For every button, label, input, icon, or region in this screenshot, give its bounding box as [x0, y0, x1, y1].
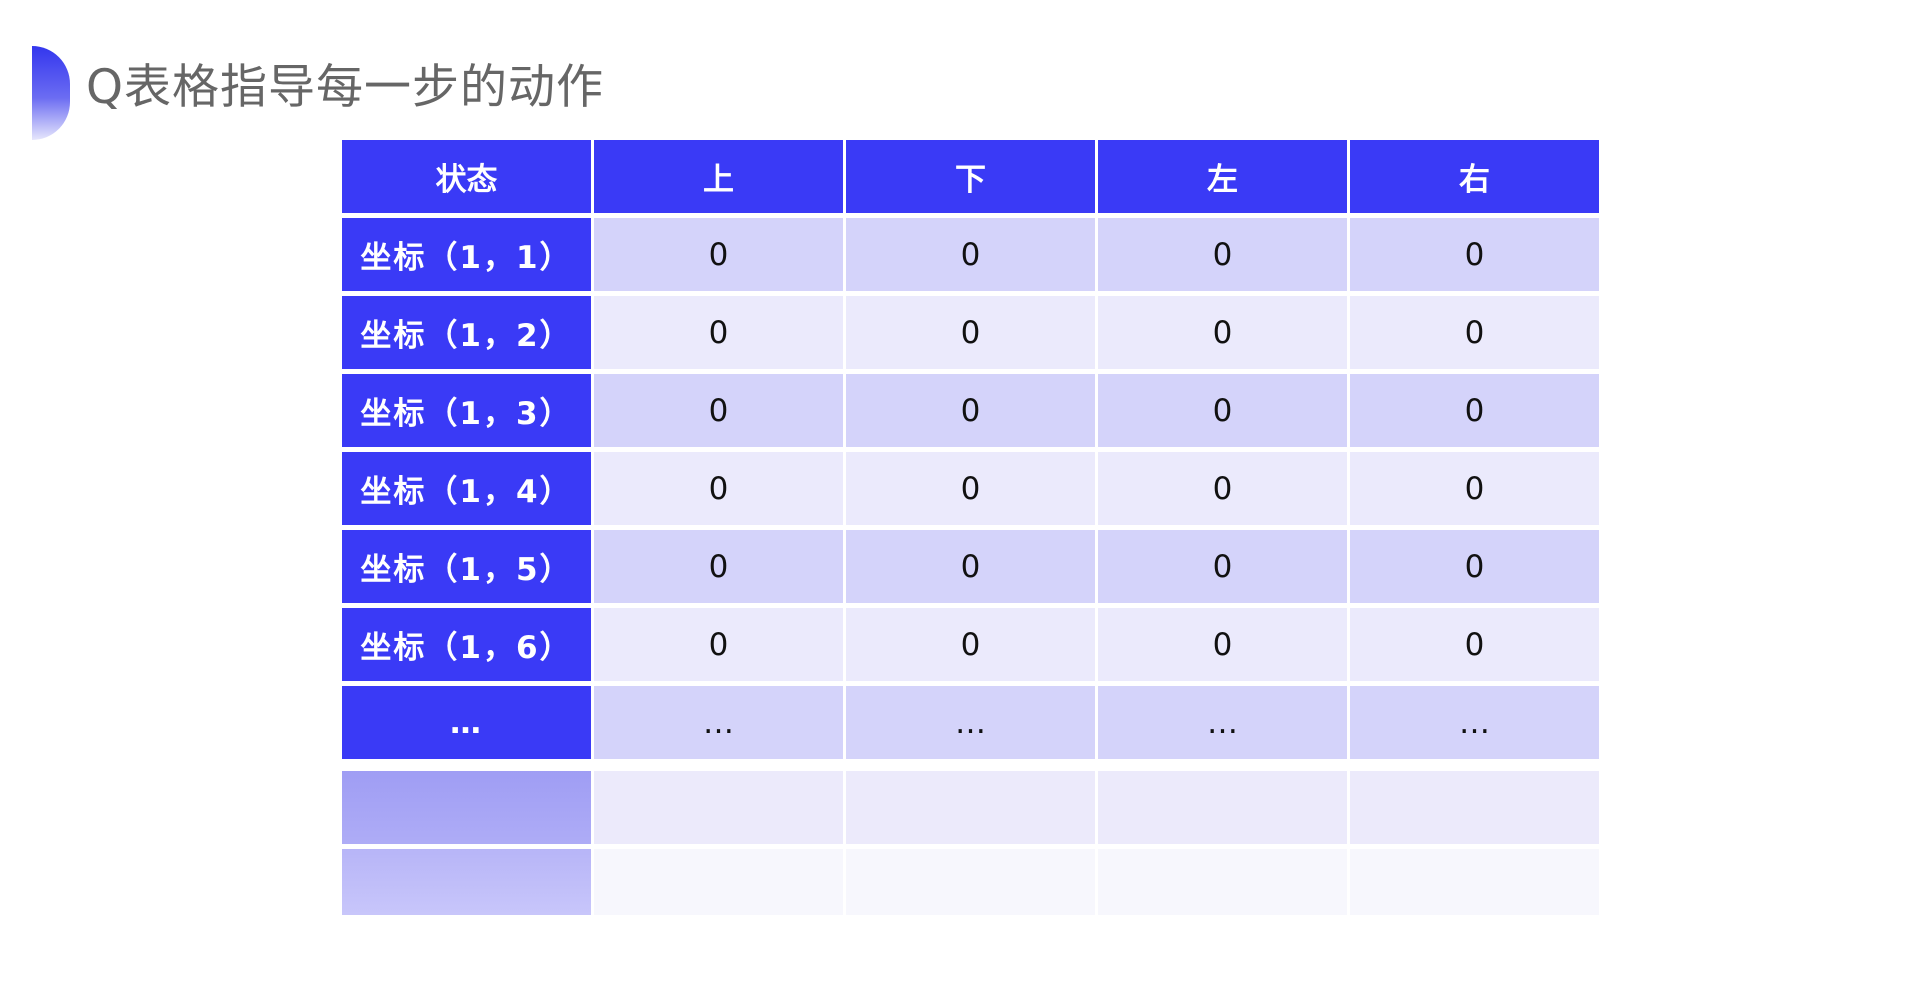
- table-row: 坐标（1，4） 0 0 0 0: [342, 452, 1599, 525]
- q-value-cell: 0: [1350, 218, 1599, 291]
- empty-cell: [1098, 849, 1347, 915]
- q-value-cell: 0: [594, 530, 843, 603]
- header-state: 状态: [342, 140, 591, 213]
- q-value-cell: 0: [1350, 374, 1599, 447]
- q-value-cell: 0: [594, 296, 843, 369]
- title-accent-shape: [32, 46, 70, 140]
- q-value-cell: 0: [1350, 452, 1599, 525]
- state-cell: 坐标（1，1）: [342, 218, 591, 291]
- q-value-cell: 0: [846, 296, 1095, 369]
- q-value-cell: 0: [1098, 296, 1347, 369]
- header-up: 上: [594, 140, 843, 213]
- q-value-cell: …: [1098, 686, 1347, 759]
- q-value-cell: 0: [594, 608, 843, 681]
- q-value-cell: …: [846, 686, 1095, 759]
- empty-state-cell: [342, 771, 591, 844]
- table-row: 坐标（1，5） 0 0 0 0: [342, 530, 1599, 603]
- q-value-cell: 0: [1098, 218, 1347, 291]
- header-left: 左: [1098, 140, 1347, 213]
- q-value-cell: …: [1350, 686, 1599, 759]
- empty-state-cell: [342, 849, 591, 915]
- q-value-cell: 0: [1350, 608, 1599, 681]
- q-value-cell: 0: [846, 530, 1095, 603]
- state-cell: 坐标（1，5）: [342, 530, 591, 603]
- state-cell: 坐标（1，4）: [342, 452, 591, 525]
- state-cell: 坐标（1，2）: [342, 296, 591, 369]
- spacer: [342, 764, 1599, 766]
- q-value-cell: 0: [1098, 374, 1347, 447]
- q-value-cell: 0: [846, 452, 1095, 525]
- state-cell: …: [342, 686, 591, 759]
- empty-cell: [594, 771, 843, 844]
- q-value-cell: 0: [594, 374, 843, 447]
- q-value-cell: 0: [846, 608, 1095, 681]
- q-value-cell: …: [594, 686, 843, 759]
- table-row: 坐标（1，6） 0 0 0 0: [342, 608, 1599, 681]
- q-table: 状态 上 下 左 右 坐标（1，1） 0 0 0 0 坐标（1，2） 0 0 0 0 坐标（1，3）…: [339, 135, 1602, 920]
- q-value-cell: 0: [1350, 530, 1599, 603]
- q-value-cell: 0: [846, 374, 1095, 447]
- header-row: 状态 上 下 左 右: [342, 140, 1599, 213]
- empty-cell: [1098, 771, 1347, 844]
- table-row: ……………: [342, 686, 1599, 759]
- empty-cell: [846, 771, 1095, 844]
- faded-empty-row: [342, 771, 1599, 844]
- q-value-cell: 0: [594, 452, 843, 525]
- table-row: 坐标（1，2） 0 0 0 0: [342, 296, 1599, 369]
- header-right: 右: [1350, 140, 1599, 213]
- page-title: Q表格指导每一步的动作: [86, 60, 604, 115]
- q-value-cell: 0: [1098, 608, 1347, 681]
- q-value-cell: 0: [1350, 296, 1599, 369]
- q-value-cell: 0: [594, 218, 843, 291]
- q-value-cell: 0: [1098, 452, 1347, 525]
- state-cell: 坐标（1，6）: [342, 608, 591, 681]
- empty-cell: [1350, 771, 1599, 844]
- empty-cell: [846, 849, 1095, 915]
- empty-cell: [594, 849, 843, 915]
- table-row: 坐标（1，3） 0 0 0 0: [342, 374, 1599, 447]
- q-value-cell: 0: [846, 218, 1095, 291]
- header-down: 下: [846, 140, 1095, 213]
- state-cell: 坐标（1，3）: [342, 374, 591, 447]
- table-row: 坐标（1，1） 0 0 0 0: [342, 218, 1599, 291]
- q-value-cell: 0: [1098, 530, 1347, 603]
- empty-cell: [1350, 849, 1599, 915]
- faded-empty-row: [342, 849, 1599, 915]
